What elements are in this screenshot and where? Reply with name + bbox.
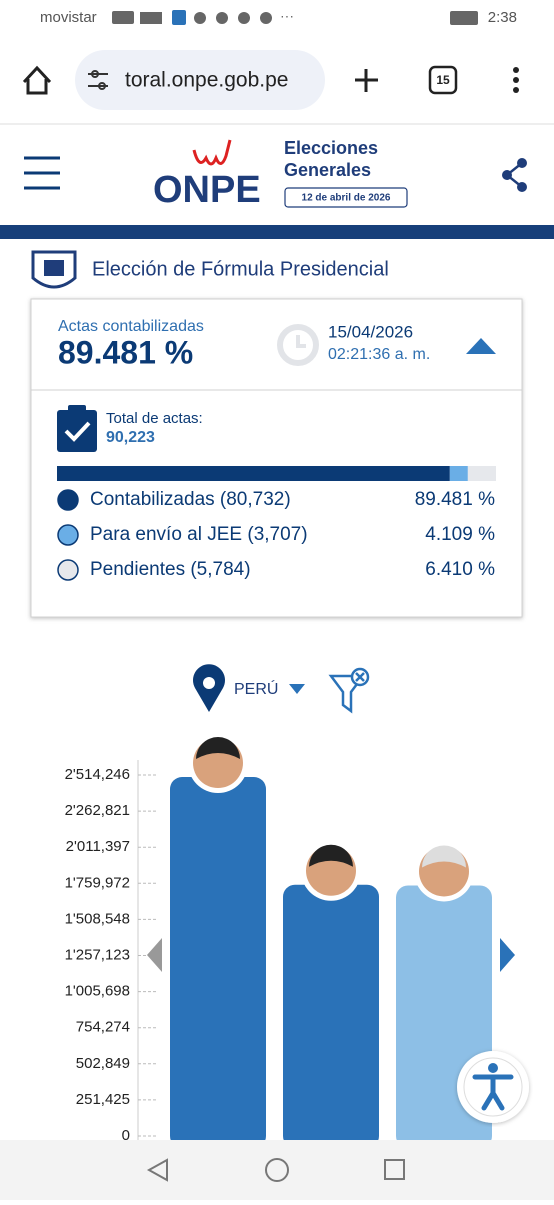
- share-button[interactable]: [502, 158, 527, 192]
- y-tick-label: 502,849: [76, 1055, 130, 1072]
- actas-percent: 89.481 %: [58, 334, 193, 370]
- header-band: [0, 225, 554, 239]
- back-button[interactable]: [146, 1158, 168, 1182]
- y-tick-label: 1'257,123: [65, 946, 130, 963]
- candidate-hair: [422, 845, 466, 868]
- legend-dot: [57, 559, 79, 581]
- bar: [283, 884, 379, 1148]
- summary-card: [30, 298, 523, 618]
- clipboard-icon: [57, 405, 97, 452]
- site-info-icon[interactable]: [88, 70, 108, 90]
- legend-dot: [57, 524, 79, 546]
- y-tick-label: 2'262,821: [65, 802, 130, 819]
- clear-filter[interactable]: [328, 667, 370, 714]
- tab-count[interactable]: 15: [436, 73, 450, 87]
- emblem: [31, 250, 77, 289]
- prev-arrow[interactable]: [147, 938, 162, 972]
- carrier: movistar: [40, 9, 97, 26]
- location[interactable]: PERÚ: [234, 679, 278, 698]
- home-button[interactable]: [22, 65, 52, 95]
- tabs-button[interactable]: [428, 65, 458, 95]
- bar: [170, 777, 266, 1148]
- total-label: Total de actas:: [106, 410, 203, 427]
- menu-button[interactable]: [513, 67, 519, 93]
- header-title: Elecciones: [284, 138, 378, 158]
- actas-label: Actas contabilizadas: [58, 318, 204, 335]
- row-percent: 4.109 %: [425, 524, 495, 545]
- logo: ONPE: [153, 169, 261, 211]
- recents-button[interactable]: [384, 1159, 405, 1180]
- row-label: Contabilizadas (80,732): [90, 489, 291, 510]
- dropdown-arrow[interactable]: [289, 684, 305, 694]
- y-tick-label: 2'514,246: [65, 766, 130, 783]
- date-box: [284, 187, 408, 208]
- header-title: Generales: [284, 160, 371, 180]
- election-date: 12 de abril de 2026: [302, 193, 391, 204]
- y-tick-label: 2'011,397: [66, 838, 130, 855]
- nav-bar: [0, 1140, 554, 1200]
- y-tick-label: 1'005,698: [65, 983, 130, 1000]
- new-tab[interactable]: [355, 69, 378, 92]
- update-date: 15/04/2026: [328, 322, 413, 341]
- clock: 2:38: [488, 9, 517, 26]
- row-label: Pendientes (5,784): [90, 559, 251, 580]
- status-icons: ···: [112, 8, 478, 25]
- home-nav[interactable]: [265, 1158, 289, 1182]
- y-tick-label: 251,425: [76, 1091, 130, 1108]
- url-bar[interactable]: [75, 50, 325, 110]
- progress-segment: [449, 466, 468, 481]
- collapse-button[interactable]: [466, 338, 496, 354]
- section-title: Elección de Fórmula Presidencial: [92, 258, 389, 280]
- row-percent: 89.481 %: [415, 489, 495, 510]
- progress-segment: [467, 466, 496, 481]
- progress-segment: [57, 466, 450, 481]
- y-tick-label: 1'759,972: [65, 874, 130, 891]
- legend-dot: [57, 489, 79, 511]
- row-label: Para envío al JEE (3,707): [90, 524, 308, 545]
- candidate-hair: [309, 844, 353, 867]
- y-tick-label: 1'508,548: [65, 910, 130, 927]
- candidate-hair: [196, 737, 240, 760]
- url[interactable]: toral.onpe.gob.pe: [125, 69, 288, 92]
- row-percent: 6.410 %: [425, 559, 495, 580]
- location-pin[interactable]: [193, 664, 225, 712]
- y-tick-label: 0: [122, 1127, 130, 1144]
- total-value: 90,223: [106, 429, 155, 446]
- svg-text:···: ···: [280, 8, 294, 24]
- accessibility-button[interactable]: [457, 1051, 529, 1123]
- next-arrow[interactable]: [500, 938, 515, 972]
- logo-mark: [192, 139, 232, 166]
- clock-icon: [277, 324, 319, 366]
- hamburger[interactable]: [24, 156, 60, 190]
- update-time: 02:21:36 a. m.: [328, 346, 430, 363]
- y-tick-label: 754,274: [76, 1019, 130, 1036]
